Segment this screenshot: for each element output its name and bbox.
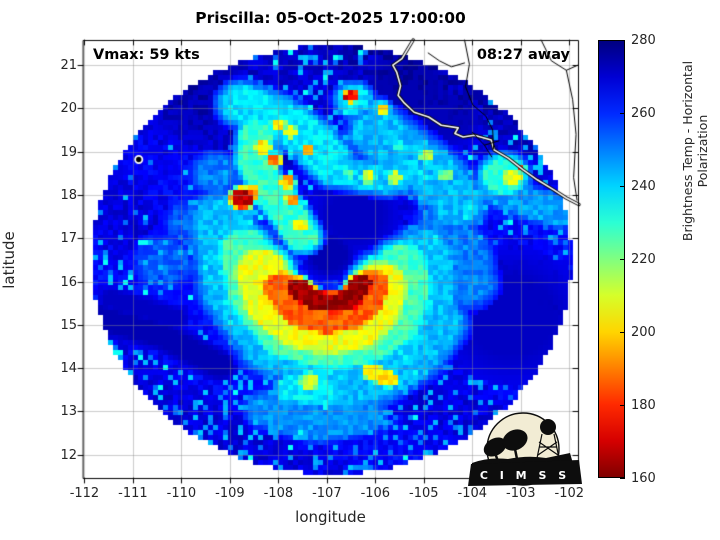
x-tick: -110 [166,486,197,501]
x-tick: -112 [69,486,100,501]
colorbar-tick: 160 [631,471,656,486]
y-tick: 12 [60,447,77,463]
colorbar-tick-mark [620,40,625,41]
x-tick: -108 [263,486,294,501]
y-tick: 15 [60,317,77,333]
y-tick: 14 [60,361,77,377]
x-tick: -106 [360,486,391,501]
figure-title: Priscilla: 05-Oct-2025 17:00:00 [195,9,466,27]
colorbar-tick: 220 [631,252,656,267]
colorbar-tick: 180 [631,398,656,413]
logo-text: C I M S S [480,469,570,482]
y-tick: 19 [60,144,77,160]
water-tower-icon [535,433,561,464]
colorbar-tick-mark [620,186,625,187]
x-tick: -109 [215,486,245,501]
x-tick: -102 [554,486,585,501]
colorbar-tick: 200 [631,325,656,340]
colorbar-tick-mark [620,478,625,479]
colorbar-tick: 240 [631,179,656,194]
x-tick: -103 [506,486,536,501]
x-tick: -107 [312,486,342,501]
x-axis-label: longitude [295,508,366,526]
colorbar-tick-mark [620,405,625,406]
x-tick: -104 [457,486,488,501]
tower-tank-icon [540,419,556,435]
y-tick: 16 [60,274,77,290]
eta-annotation: 08:27 away [476,47,570,63]
vmax-annotation: Vmax: 59 kts [93,47,200,63]
dish-antenna-icon [502,429,528,451]
x-tick: -105 [409,486,439,501]
colorbar-tick-mark [620,332,625,333]
logo-banner [468,460,582,486]
y-tick: 20 [60,101,77,117]
colorbar-label: Brightness Temp - Horizontal Polarizatio… [680,60,710,242]
colorbar-tick-mark [620,113,625,114]
y-tick: 21 [60,58,77,74]
colorbar-tick-mark [620,259,625,260]
cimss-logo: C I M S S [468,412,582,486]
y-axis-label: latitude [0,231,18,289]
y-tick: 18 [60,187,77,203]
y-tick: 13 [60,404,77,420]
colorbar-tick: 280 [631,33,656,48]
dish-antenna-icon [483,437,507,457]
x-tick: -111 [118,486,148,501]
y-tick: 17 [60,231,77,247]
colorbar-tick: 260 [631,106,656,121]
